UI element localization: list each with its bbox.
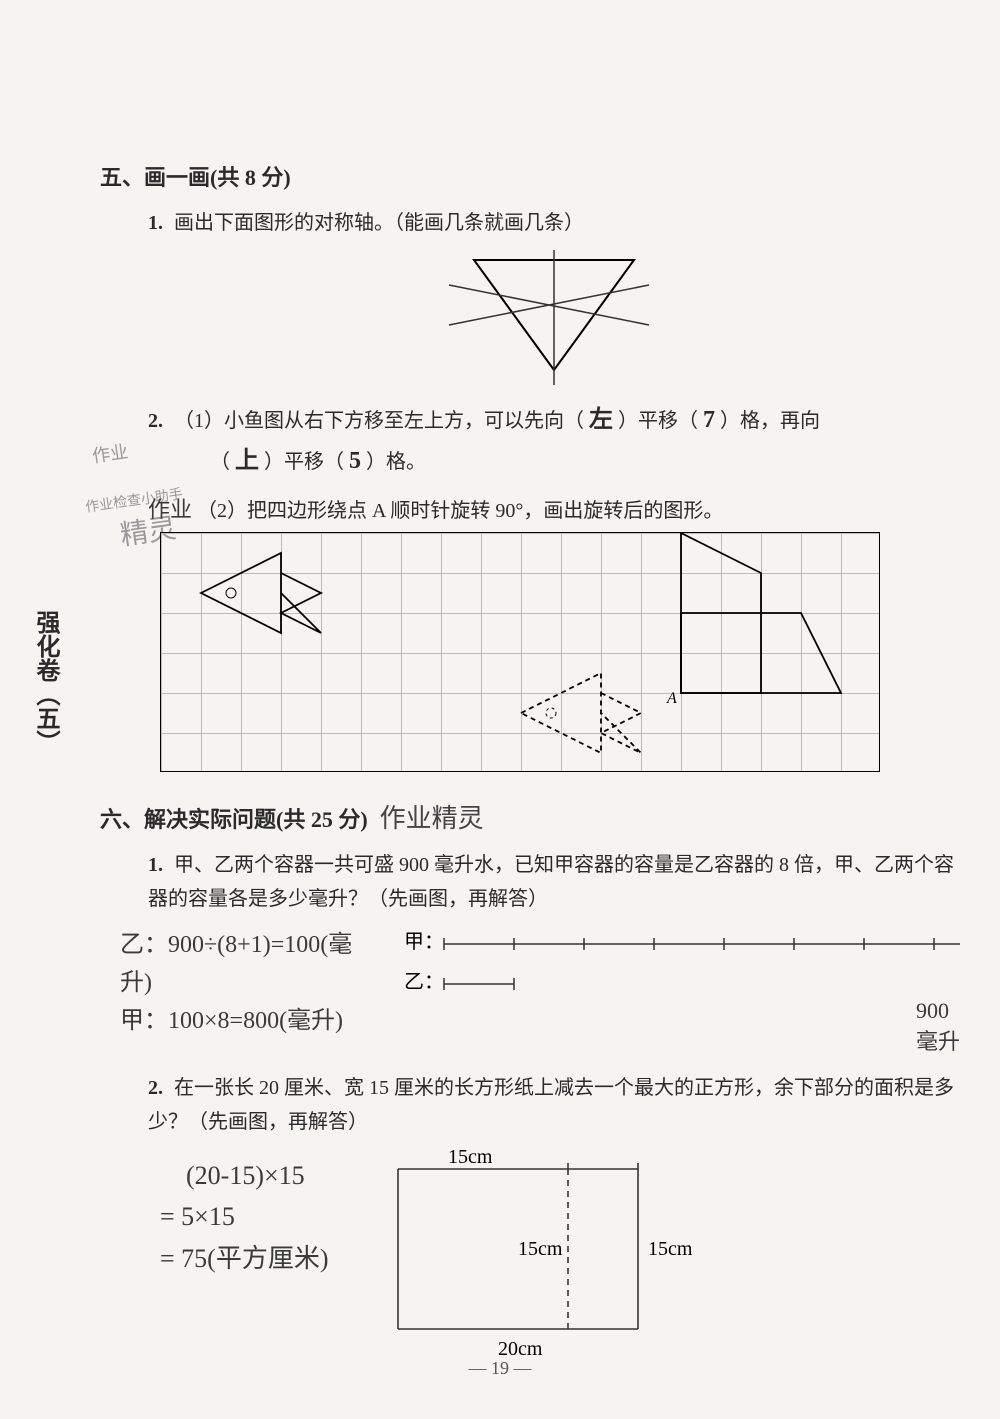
q5-2-num: 2. xyxy=(148,410,163,432)
symmetry-figure xyxy=(444,250,664,390)
q6-1-calc: 乙：900÷(8+1)=100(毫升) 甲：100×8=800(毫升) xyxy=(120,926,374,1041)
q5-1-text: 画出下面图形的对称轴。（能画几条就画几条） xyxy=(174,212,584,234)
q5-2-p1a: （1）小鱼图从右下方移至左上方，可以先向（ xyxy=(174,410,584,432)
q5-2-p1c: ）格，再向 xyxy=(720,410,820,432)
page-number: — 19 — xyxy=(0,1358,1000,1379)
q6-2: 2. 在一张长 20 厘米、宽 15 厘米的长方形纸上减去一个最大的正方形，余下… xyxy=(148,1071,960,1139)
q5-2-p1e: ）平移（ xyxy=(264,451,344,473)
q5-2-part2: （2）把四边形绕点 A 顺时针旋转 90°，画出旋转后的图形。 xyxy=(197,500,723,522)
grid-svg: A xyxy=(161,533,881,773)
svg-text:乙：: 乙： xyxy=(404,971,444,993)
q6-1-work: 乙：900÷(8+1)=100(毫升) 甲：100×8=800(毫升) 甲： 乙： xyxy=(120,926,960,1041)
svg-text:20cm: 20cm xyxy=(498,1338,543,1359)
watermark-inline: 作业精灵 xyxy=(380,798,484,835)
svg-text:甲：: 甲： xyxy=(404,931,444,953)
side-tab: 强化卷（五） xyxy=(28,610,60,754)
q6-1-text: 甲、乙两个容器一共可盛 900 毫升水，已知甲容器的容量是乙容器的 8 倍，甲、… xyxy=(148,854,954,910)
grid-figure: A xyxy=(160,532,880,772)
q5-2-p1d: （ xyxy=(210,451,230,473)
brace-label: 900 毫升 xyxy=(916,998,960,1056)
q6-2-calc: (20-15)×15 = 5×15 = 75(平方厘米) xyxy=(160,1155,328,1280)
q6-2-work: (20-15)×15 = 5×15 = 75(平方厘米) 15cm15cm15c… xyxy=(160,1149,960,1359)
fill-3: 上 xyxy=(235,448,259,474)
q5-2-p1f: ）格。 xyxy=(366,451,426,473)
section6-title: 六、解决实际问题(共 25 分) xyxy=(100,802,368,834)
q5-1-num: 1. xyxy=(148,212,163,234)
q6-2-num: 2. xyxy=(148,1077,163,1099)
q5-2-p1b: ）平移（ xyxy=(618,410,698,432)
calc-line: = 5×15 xyxy=(160,1196,328,1238)
q6-1-num: 1. xyxy=(148,854,163,876)
calc-line: = 75(平方厘米) xyxy=(160,1238,328,1280)
calc-line: 甲：100×8=800(毫升) xyxy=(120,1002,374,1040)
q5-1: 1. 画出下面图形的对称轴。（能画几条就画几条） xyxy=(148,206,960,390)
q6-1: 1. 甲、乙两个容器一共可盛 900 毫升水，已知甲容器的容量是乙容器的 8 倍… xyxy=(148,848,960,916)
q5-2-part2-row: 作业 （2）把四边形绕点 A 顺时针旋转 90°，画出旋转后的图形。 xyxy=(148,492,960,524)
fill-2: 7 xyxy=(703,407,715,433)
calc-line: 乙：900÷(8+1)=100(毫升) xyxy=(120,926,374,1003)
section5-title: 五、画一画(共 8 分) xyxy=(100,160,960,192)
svg-text:15cm: 15cm xyxy=(518,1238,563,1260)
svg-text:15cm: 15cm xyxy=(448,1149,493,1168)
q6-1-diagram: 甲： 乙： xyxy=(404,926,960,1006)
svg-text:15cm: 15cm xyxy=(648,1238,693,1260)
hw-zuoye: 作业 xyxy=(148,497,192,522)
fill-1: 左 xyxy=(589,407,613,433)
q6-2-text: 在一张长 20 厘米、宽 15 厘米的长方形纸上减去一个最大的正方形，余下部分的… xyxy=(148,1077,954,1133)
q6-2-diagram: 15cm 15cm 15cm 20cm xyxy=(368,1149,708,1359)
calc-line: (20-15)×15 xyxy=(160,1155,328,1197)
q5-2: 2. （1）小鱼图从右下方移至左上方，可以先向（ 左 ）平移（ 7 ）格，再向 … xyxy=(148,400,960,482)
fill-4: 5 xyxy=(349,448,361,474)
svg-text:A: A xyxy=(666,690,677,707)
page-content: 五、画一画(共 8 分) 1. 画出下面图形的对称轴。（能画几条就画几条） 2.… xyxy=(100,160,960,1359)
